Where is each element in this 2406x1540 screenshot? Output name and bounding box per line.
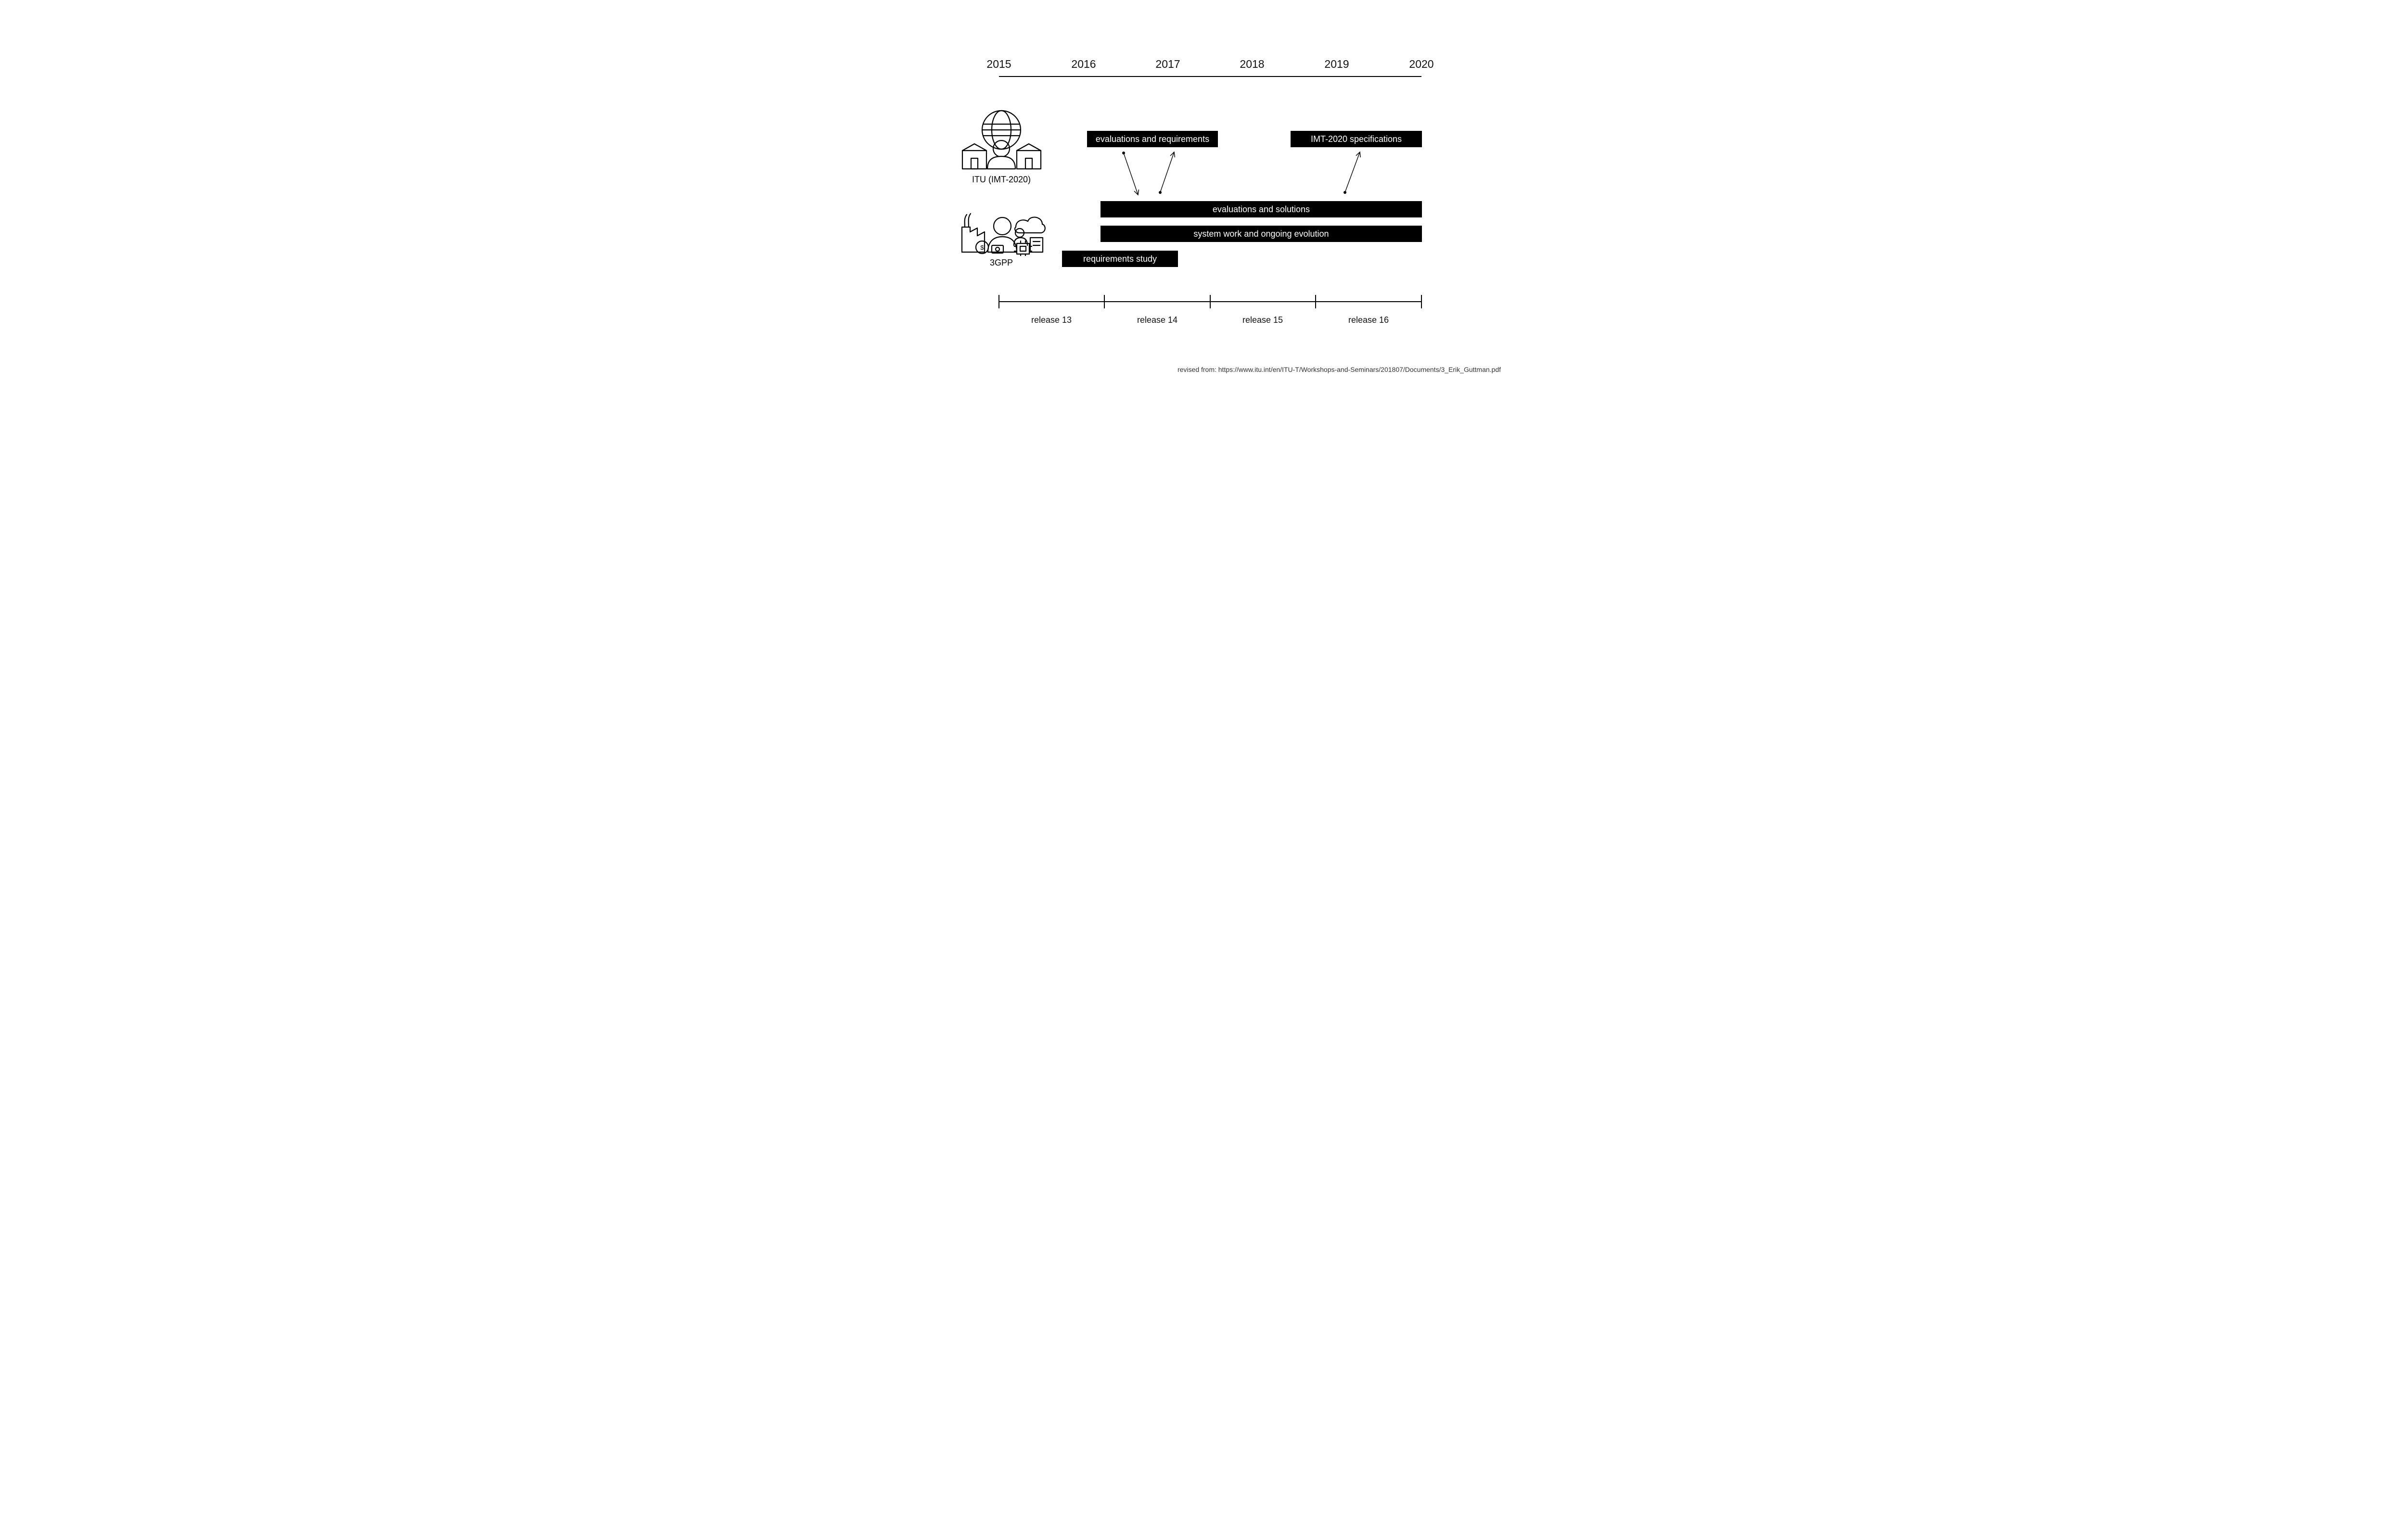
release-label: release 14: [1137, 315, 1177, 325]
attribution-text: revised from: https://www.itu.int/en/ITU…: [1177, 366, 1501, 373]
release-label: release 13: [1031, 315, 1072, 325]
release-label: release 16: [1348, 315, 1389, 325]
release-label: release 15: [1242, 315, 1283, 325]
diagram-root: 2015 2016 2017 2018 2019 2020 ITU (IMT-2…: [861, 0, 1545, 385]
release-axis: [861, 0, 1545, 385]
